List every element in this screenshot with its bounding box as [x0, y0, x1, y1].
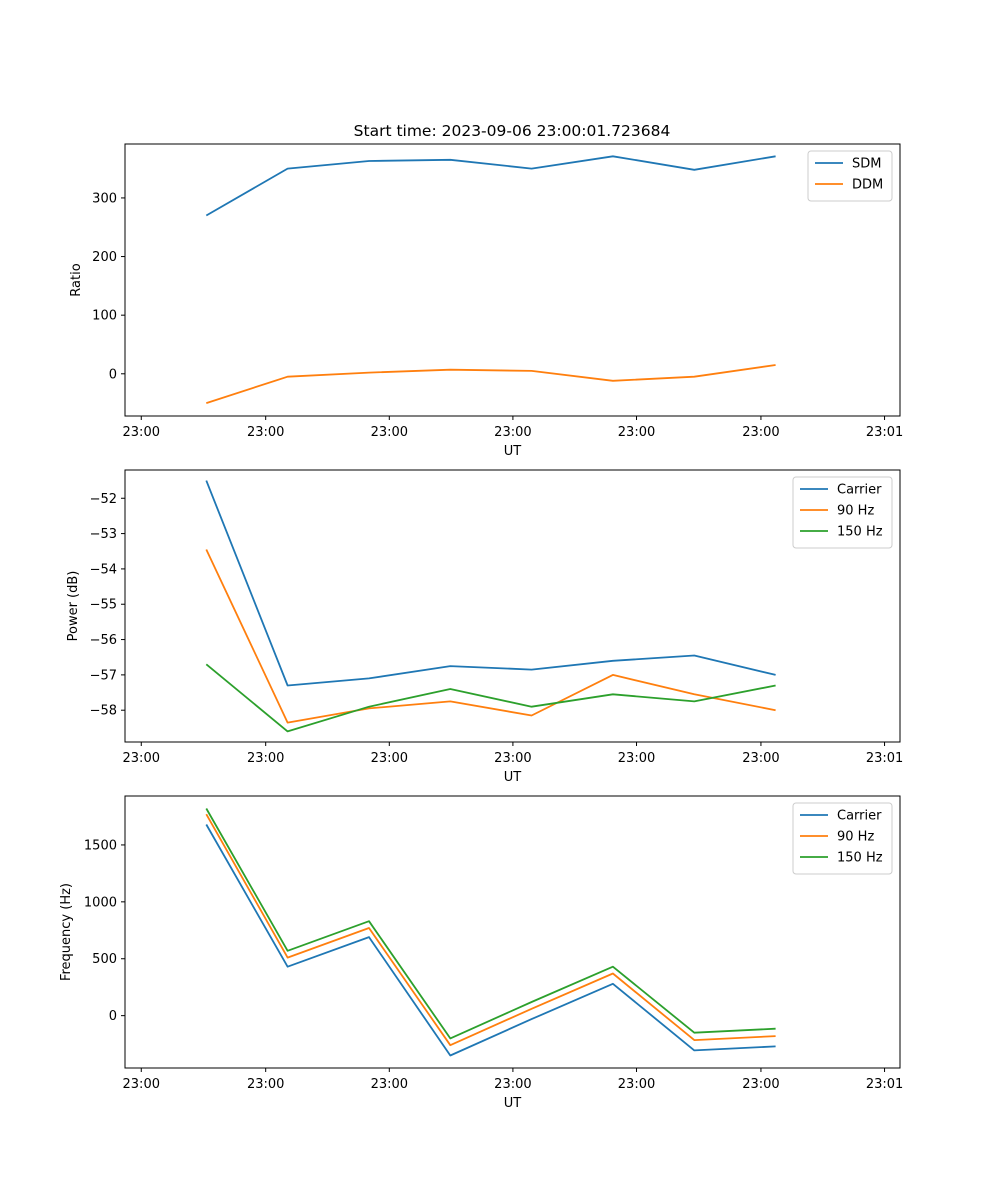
legend-label: 150 Hz — [837, 851, 883, 866]
x-tick-label: 23:00 — [123, 1077, 160, 1092]
x-axis-label: UT — [504, 444, 522, 459]
series-line-90-hz — [205, 813, 776, 1047]
x-tick-label: 23:00 — [371, 751, 408, 766]
x-tick-label: 23:00 — [123, 751, 160, 766]
series-line-ddm — [206, 364, 776, 404]
y-tick-label: 200 — [92, 250, 117, 265]
x-tick-label: 23:01 — [866, 1077, 903, 1092]
x-tick-label: 23:01 — [866, 425, 903, 440]
legend-label: DDM — [852, 178, 883, 193]
series-line-sdm — [205, 155, 776, 217]
x-tick-label: 23:00 — [618, 1077, 655, 1092]
series-line-90-hz — [205, 549, 776, 724]
y-axis-label: Frequency (Hz) — [59, 883, 74, 981]
axes-frame — [124, 143, 901, 417]
y-tick-label: 500 — [92, 952, 117, 967]
y-axis-label: Ratio — [69, 263, 84, 296]
legend-label: 90 Hz — [837, 504, 874, 519]
legend: Carrier 90 Hz 150 Hz — [792, 802, 893, 875]
x-tick-label: 23:00 — [494, 425, 531, 440]
ratio-panel: 23:00 23:00 23:00 23:00 23:00 23:00 23:01 0 100 2… — [69, 143, 903, 459]
y-tick-label: 100 — [92, 309, 117, 324]
chart-title: Start time: 2023-09-06 23:00:01.723684 — [354, 122, 671, 140]
series-line-carrier — [205, 480, 776, 687]
y-tick-label: −57 — [90, 668, 117, 683]
legend-label: 150 Hz — [837, 525, 883, 540]
x-tick-label: 23:00 — [742, 1077, 779, 1092]
x-tick-label: 23:00 — [123, 425, 160, 440]
x-tick-label: 23:00 — [247, 1077, 284, 1092]
y-tick-label: 0 — [109, 1009, 117, 1024]
y-tick-label: −52 — [90, 492, 117, 507]
y-tick-label: −53 — [90, 527, 117, 542]
y-tick-label: 1000 — [84, 895, 117, 910]
series-line-carrier — [205, 824, 776, 1057]
y-tick-label: −58 — [90, 704, 117, 719]
y-tick-label: −54 — [90, 562, 117, 577]
legend-label: 90 Hz — [837, 830, 874, 845]
legend-label: Carrier — [837, 809, 882, 824]
x-tick-label: 23:00 — [247, 425, 284, 440]
x-axis-label: UT — [504, 1096, 522, 1111]
y-axis-label: Power (dB) — [66, 571, 81, 642]
x-tick-label: 23:00 — [618, 425, 655, 440]
x-tick-label: 23:00 — [742, 751, 779, 766]
y-tick-label: 0 — [109, 367, 117, 382]
series-line-150-hz — [205, 808, 776, 1040]
frequency-panel: 23:00 23:00 23:00 23:00 23:00 23:00 23:01 0 500 1… — [59, 795, 903, 1111]
x-tick-label: 23:00 — [494, 751, 531, 766]
x-tick-label: 23:00 — [371, 425, 408, 440]
axes-frame — [124, 469, 901, 743]
y-tick-label: 300 — [92, 191, 117, 206]
x-tick-label: 23:00 — [618, 751, 655, 766]
series-line-150-hz — [205, 663, 776, 733]
x-tick-label: 23:00 — [247, 751, 284, 766]
x-axis-label: UT — [504, 770, 522, 785]
legend: Carrier 90 Hz 150 Hz — [792, 476, 893, 549]
y-tick-label: −55 — [90, 598, 117, 613]
x-tick-label: 23:01 — [866, 751, 903, 766]
y-tick-label: −56 — [90, 633, 117, 648]
y-tick-label: 1500 — [84, 838, 117, 853]
legend: SDM DDM — [807, 150, 893, 202]
x-tick-label: 23:00 — [494, 1077, 531, 1092]
power-panel: 23:00 23:00 23:00 23:00 23:00 23:00 23:01 −58 −5… — [66, 469, 903, 785]
x-tick-label: 23:00 — [742, 425, 779, 440]
x-tick-label: 23:00 — [371, 1077, 408, 1092]
legend-label: Carrier — [837, 483, 882, 498]
legend-label: SDM — [852, 157, 881, 172]
